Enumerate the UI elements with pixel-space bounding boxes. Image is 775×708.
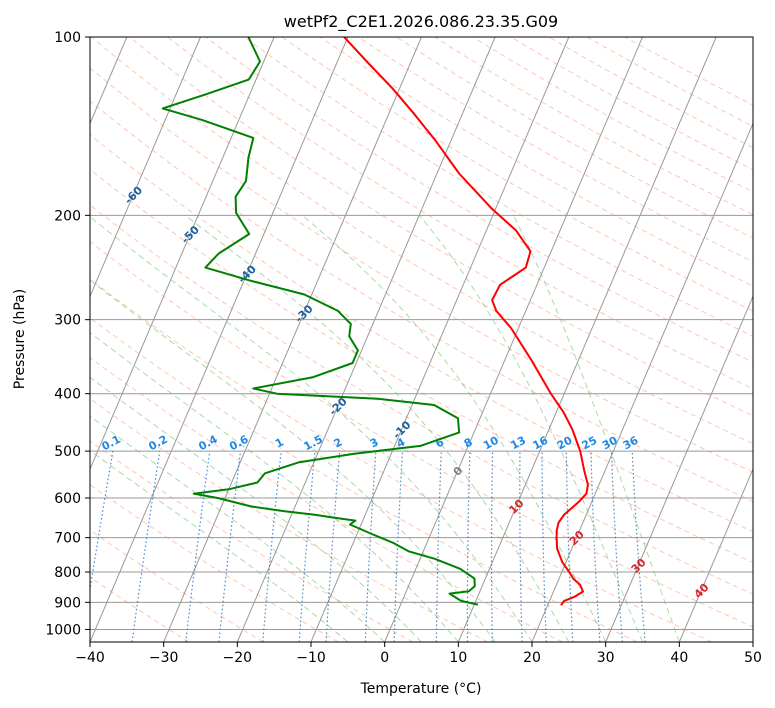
x-tick-label: −30 xyxy=(149,650,179,666)
isotherm-line xyxy=(90,37,349,642)
moist-adiabat-line xyxy=(419,214,643,642)
moist-adiabat-line xyxy=(301,214,607,642)
isotherm-line xyxy=(236,37,496,642)
isotherm-line xyxy=(163,37,422,642)
y-tick-label: 200 xyxy=(54,208,81,224)
x-tick-label: 50 xyxy=(744,650,762,666)
moist-adiabat-line xyxy=(90,216,533,642)
x-axis-label: Temperature (°C) xyxy=(360,681,482,697)
x-tick-label: −40 xyxy=(75,650,105,666)
x-axis: −40 −30 −20 −10 0 10 20 30 40 50 xyxy=(75,642,762,666)
mixing-ratio-line xyxy=(90,450,114,594)
y-axis: 100 200 300 400 500 600 700 800 900 1000 xyxy=(45,30,90,638)
moist-adiabat-line xyxy=(90,279,496,642)
dry-adiabat-line xyxy=(90,484,339,642)
isotherm-line xyxy=(531,122,753,642)
plot-frame xyxy=(89,36,754,643)
y-tick-label: 100 xyxy=(54,30,81,46)
mixing-ratio-label: 30 xyxy=(600,434,620,453)
isotherm-line xyxy=(605,295,753,642)
mixing-ratio-line xyxy=(262,451,282,642)
chart-title: wetPf2_C2E1.2026.086.23.35.G09 xyxy=(284,12,558,32)
y-tick-label: 1000 xyxy=(45,622,81,638)
isotherm-line xyxy=(678,467,753,642)
dry-adiabat-line xyxy=(90,204,753,595)
dry-adiabat-line xyxy=(90,397,488,642)
mixing-ratio-label: 10 xyxy=(481,434,501,453)
mixing-ratio-line xyxy=(631,451,646,642)
dry-adiabat-line xyxy=(90,67,753,473)
y-tick-label: 400 xyxy=(54,387,81,403)
y-axis-label: Pressure (hPa) xyxy=(12,289,28,389)
moist-adiabat-line xyxy=(90,331,459,642)
mixing-ratio-label: 16 xyxy=(531,434,551,453)
moist-adiabat-line xyxy=(90,449,349,642)
y-tick-label: 300 xyxy=(54,313,81,329)
dry-adiabat-line xyxy=(205,37,753,363)
x-tick-label: 30 xyxy=(597,650,615,666)
y-tick-label: 600 xyxy=(54,491,81,507)
isotherm-line xyxy=(384,37,643,642)
y-tick-label: 800 xyxy=(54,565,81,581)
isotherm-line xyxy=(90,37,275,471)
isotherm-line xyxy=(90,37,201,298)
x-tick-label: 20 xyxy=(523,650,541,666)
x-tick-label: −20 xyxy=(223,650,253,666)
x-tick-label: 10 xyxy=(449,650,467,666)
dry-adiabat-line xyxy=(129,37,753,417)
y-tick-label: 900 xyxy=(54,595,81,611)
background-lines xyxy=(90,37,753,642)
x-tick-label: 40 xyxy=(670,650,688,666)
mixing-ratio-label: 13 xyxy=(508,434,528,453)
y-tick-label: 500 xyxy=(54,444,81,460)
mixing-ratio-line xyxy=(131,451,161,642)
mixing-ratio-label: 25 xyxy=(580,434,600,453)
dry-adiabat-line xyxy=(281,37,753,312)
dry-adiabat-line xyxy=(90,356,563,642)
temperature-profile xyxy=(343,37,589,606)
mixing-ratio-line xyxy=(218,451,242,642)
x-tick-label: 0 xyxy=(380,650,389,666)
dry-adiabat-line xyxy=(90,134,753,533)
dewpoint-profile xyxy=(161,37,479,606)
dry-adiabat-line xyxy=(90,241,753,628)
y-tick-label: 700 xyxy=(54,531,81,547)
moist-adiabat-line xyxy=(90,415,386,642)
mixing-ratio-line xyxy=(185,451,211,642)
isotherm-line xyxy=(457,37,717,642)
mixing-ratio-label: 20 xyxy=(555,434,575,453)
moist-adiabat-line xyxy=(512,215,680,642)
x-tick-label: −10 xyxy=(296,650,326,666)
mixing-ratio-label: 36 xyxy=(621,434,641,453)
profile-series xyxy=(161,37,589,606)
dry-adiabat-line xyxy=(90,168,753,564)
isotherm-line xyxy=(310,37,570,642)
mixing-ratio-line xyxy=(298,451,316,642)
